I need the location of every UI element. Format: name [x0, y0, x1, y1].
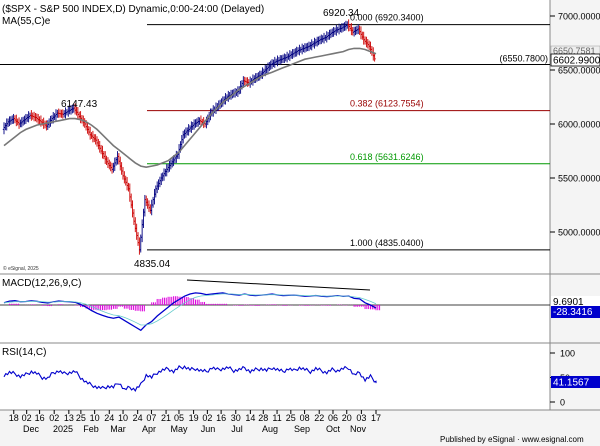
low-label: 4835.04	[134, 259, 171, 270]
fib-label: 0.000 (6920.3400)	[350, 13, 424, 23]
x-month-label: Dec	[23, 424, 40, 434]
macd-divergence-trendline	[186, 279, 371, 291]
ma-label: MA(55,C)e	[2, 16, 51, 27]
x-month-label: Mar	[110, 424, 126, 434]
x-month-label: 2025	[53, 424, 73, 434]
x-month-label: May	[170, 424, 188, 434]
fib-label: 0.618 (5631.6246)	[350, 152, 424, 162]
footer-text: Published by eSignal · www.esignal.com	[440, 435, 584, 444]
x-month-label: Oct	[326, 424, 341, 434]
rsi-line	[3, 365, 377, 393]
x-day-label: 24	[104, 413, 114, 423]
rsi-tick-label: 0	[560, 398, 565, 408]
macd-value-tag-2: -28.3416	[553, 307, 593, 318]
y-axis-strip	[550, 0, 600, 446]
price-tick-label: 6000.0000	[558, 120, 600, 130]
macd-histogram	[8, 296, 381, 312]
x-axis-strip	[0, 410, 600, 446]
rsi-value-tag: 41.1567	[553, 378, 590, 389]
prior-high-label: 6147.43	[61, 99, 98, 110]
price-bars	[2, 19, 376, 255]
price-tick-label: 6500.0000	[558, 66, 600, 76]
x-day-label: 19	[189, 413, 199, 423]
x-month-label: Sep	[294, 424, 310, 434]
x-day-label: 10	[90, 413, 100, 423]
rsi-label: RSI(14,C)	[2, 347, 46, 358]
x-day-label: 20	[342, 413, 352, 423]
x-day-label: 30	[231, 413, 241, 423]
price-tick-label: 5500.0000	[558, 174, 600, 184]
ma-value-tag: 6650.7581	[553, 46, 596, 56]
macd-signal-line	[3, 293, 377, 326]
macd-value-tag-1: 9.6901	[553, 297, 584, 308]
x-day-label: 16	[35, 413, 45, 423]
x-day-label: 17	[371, 413, 381, 423]
ma55-line	[3, 47, 377, 169]
x-day-label: 11	[272, 413, 281, 423]
x-day-label: 02	[22, 413, 32, 423]
x-day-label: 22	[314, 413, 324, 423]
x-day-label: 25	[286, 413, 296, 423]
copyright-text: © eSignal, 2025	[3, 265, 39, 272]
x-month-label: Apr	[142, 424, 156, 434]
x-day-label: 25	[76, 413, 86, 423]
x-day-label: 16	[216, 413, 226, 423]
support-label: (6550.7800)	[499, 54, 548, 64]
x-day-label: 05	[174, 413, 184, 423]
fib-label: 1.000 (4835.0400)	[350, 238, 424, 248]
x-day-label: 13	[64, 413, 74, 423]
x-day-label: 08	[300, 413, 310, 423]
x-day-label: 07	[146, 413, 156, 423]
x-day-label: 03	[356, 413, 366, 423]
x-day-label: 21	[161, 413, 171, 423]
fib-label: 0.382 (6123.7554)	[350, 99, 424, 109]
x-month-label: Jul	[231, 424, 243, 434]
x-day-label: 02	[202, 413, 212, 423]
x-axis-day-labels: 18 02 16 02 13 25 10 24 10 24 07 21 05 19 02 16 30 14 28 11…	[9, 410, 381, 423]
x-day-label: 24	[133, 413, 143, 423]
x-axis-month-labels: Dec 2025 Feb Mar Apr May Jun Jul Aug Sep Oct Nov	[23, 424, 367, 434]
x-day-label: 10	[118, 413, 128, 423]
last-price-tag: 6602.9900	[553, 56, 600, 67]
x-day-label: 18	[9, 413, 19, 423]
price-y-ticks: 5000.0000 5500.0000 6000.0000 6500.0000 7000…	[550, 12, 600, 238]
rsi-tick-label: 100	[560, 349, 575, 359]
x-day-label: 28	[258, 413, 268, 423]
high-label: 6920.34	[323, 8, 360, 19]
x-month-label: Nov	[350, 424, 367, 434]
chart-title: ($SPX - S&P 500 INDEX,D) Dynamic,0:00-24…	[2, 4, 264, 15]
x-day-label: 14	[245, 413, 255, 423]
x-month-label: Jun	[201, 424, 216, 434]
x-day-label: 06	[328, 413, 338, 423]
x-month-label: Aug	[262, 424, 278, 434]
x-month-label: Feb	[83, 424, 99, 434]
x-day-label: 02	[49, 413, 59, 423]
price-tick-label: 5000.0000	[558, 228, 600, 238]
macd-label: MACD(12,26,9,C)	[2, 278, 81, 289]
price-tick-label: 7000.0000	[558, 12, 600, 22]
